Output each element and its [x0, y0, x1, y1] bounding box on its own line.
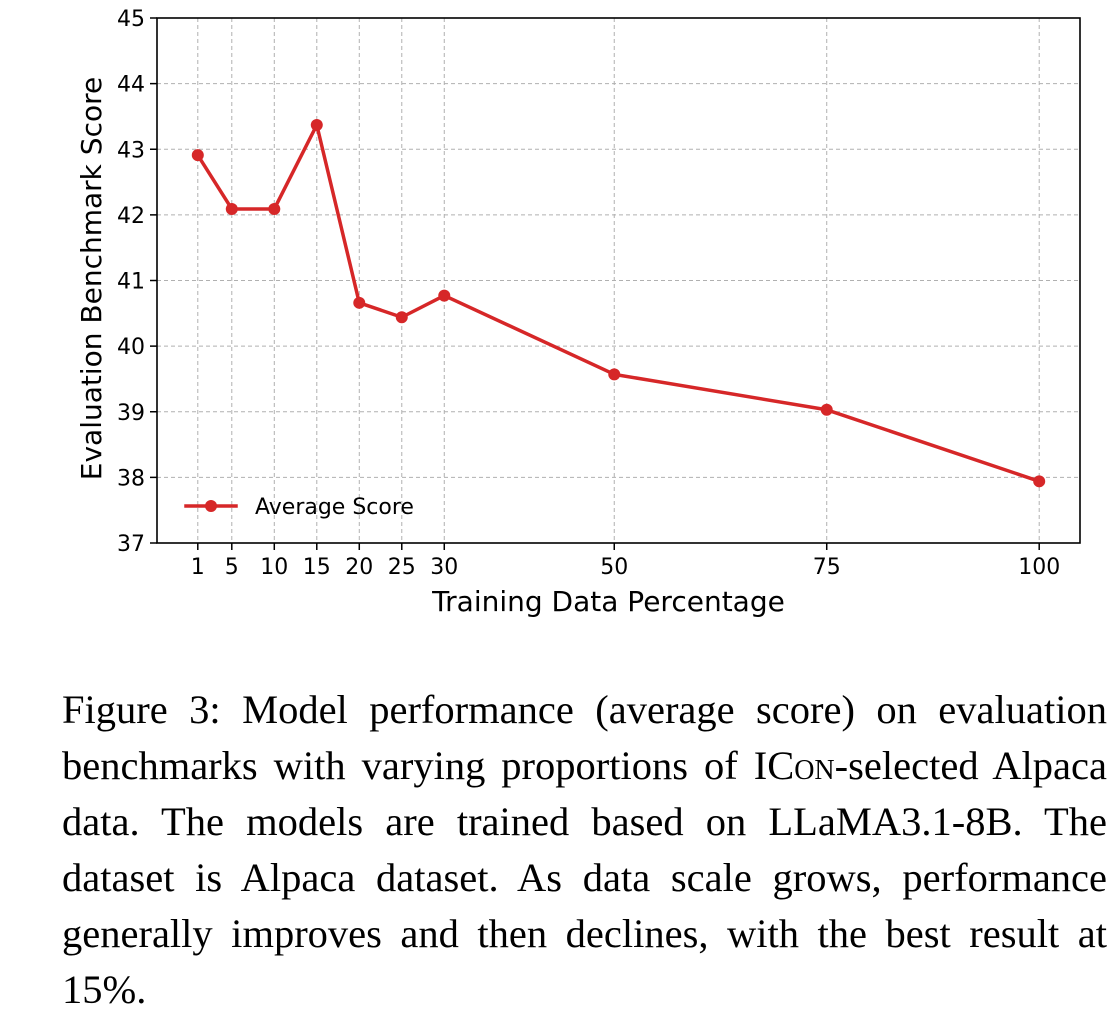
legend-marker	[205, 500, 217, 512]
y-axis-title: Evaluation Benchmark Score	[75, 77, 108, 480]
figure-caption: Figure 3: Model performance (average sco…	[62, 682, 1107, 1018]
x-axis-title: Training Data Percentage	[431, 585, 785, 618]
data-point	[225, 202, 238, 215]
x-tick-label: 15	[303, 555, 331, 580]
x-tick-label: 20	[345, 555, 373, 580]
line-chart: 1 5 10 15 20 25 30 50 75 100 37 38 39 40 41 42 43 44 45 Tr…	[75, 7, 1081, 618]
series-line	[196, 123, 1040, 483]
caption-smallcaps: Con	[767, 743, 835, 788]
legend-label: Average Score	[255, 495, 414, 520]
data-point	[353, 296, 366, 309]
caption-text-after: -selected Alpaca data. The models are tr…	[62, 743, 1107, 1012]
data-point	[608, 368, 621, 381]
data-point	[438, 289, 451, 302]
x-tick-label: 100	[1018, 555, 1060, 580]
x-tick-label: 75	[813, 555, 841, 580]
y-tick-label: 37	[117, 532, 145, 557]
x-tick-label: 5	[225, 555, 239, 580]
x-tick-label: 10	[260, 555, 288, 580]
y-tick-label: 41	[117, 270, 145, 295]
caption-label: Figure 3:	[62, 687, 221, 732]
x-tick-label: 50	[600, 555, 628, 580]
y-tick-label: 45	[117, 7, 145, 32]
data-point	[310, 118, 323, 131]
y-tick-label: 44	[117, 73, 145, 98]
data-point	[268, 202, 281, 215]
y-tick-label: 38	[117, 466, 145, 491]
caption-text-before: Model performance (average score) on eva…	[62, 687, 1107, 788]
series-layer	[191, 118, 1046, 488]
legend: Average Score	[184, 495, 414, 520]
data-point	[191, 149, 204, 162]
x-tick-label: 30	[430, 555, 458, 580]
data-point	[395, 311, 408, 324]
y-tick-label: 42	[117, 204, 145, 229]
x-tick-label: 25	[388, 555, 416, 580]
axis-ticks: 1 5 10 15 20 25 30 50 75 100 37 38 39 40 41 42 43 44 45	[117, 7, 1060, 580]
grid-lines	[157, 17, 1080, 544]
x-tick-label: 1	[191, 555, 205, 580]
y-tick-label: 43	[117, 138, 145, 163]
data-point	[1033, 475, 1046, 488]
y-tick-label: 40	[117, 335, 145, 360]
y-tick-label: 39	[117, 401, 145, 426]
data-point	[820, 403, 833, 416]
